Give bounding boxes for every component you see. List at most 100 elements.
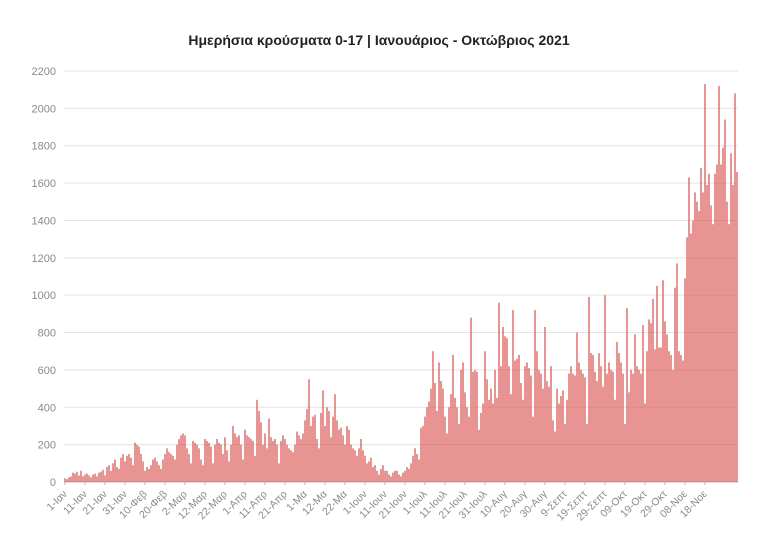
bar <box>254 455 256 482</box>
bar <box>538 369 540 482</box>
bar <box>146 467 148 482</box>
bar <box>592 354 594 482</box>
bar <box>326 407 328 482</box>
bar <box>314 414 316 482</box>
bar <box>196 444 198 482</box>
bar <box>292 452 294 482</box>
bar <box>476 371 478 482</box>
bar <box>114 459 116 482</box>
bar <box>674 287 676 482</box>
bar <box>328 411 330 482</box>
bar <box>138 446 140 482</box>
bar <box>708 173 710 482</box>
bar <box>484 351 486 482</box>
bar <box>482 403 484 482</box>
bar <box>226 450 228 482</box>
bar <box>282 435 284 482</box>
bar <box>420 427 422 482</box>
bar <box>312 416 314 482</box>
bar <box>614 399 616 482</box>
bar <box>66 479 68 482</box>
bar <box>634 334 636 482</box>
bar <box>512 310 514 482</box>
bar <box>696 201 698 482</box>
bar <box>600 366 602 482</box>
bar <box>468 416 470 482</box>
bar <box>74 473 76 482</box>
bar <box>150 465 152 482</box>
bar <box>286 444 288 482</box>
bar <box>418 459 420 482</box>
bar <box>726 201 728 482</box>
bar <box>324 425 326 482</box>
bar <box>442 388 444 482</box>
bar <box>430 388 432 482</box>
bar <box>154 457 156 482</box>
bar <box>548 386 550 482</box>
bar <box>574 375 576 482</box>
y-tick-label: 1400 <box>32 215 56 227</box>
bar <box>596 381 598 482</box>
bar <box>332 416 334 482</box>
bar <box>388 474 390 482</box>
bar <box>642 325 644 482</box>
bar <box>466 407 468 482</box>
bar <box>192 440 194 482</box>
bar <box>544 326 546 482</box>
bar <box>610 369 612 482</box>
bar <box>72 472 74 482</box>
bar <box>514 360 516 482</box>
bar <box>188 453 190 482</box>
bar <box>488 399 490 482</box>
bar <box>710 205 712 482</box>
bar <box>618 353 620 482</box>
bar <box>398 474 400 482</box>
bar <box>344 444 346 482</box>
bar <box>562 390 564 482</box>
bar <box>362 450 364 482</box>
bar <box>202 465 204 482</box>
bar <box>456 407 458 482</box>
bar <box>236 437 238 482</box>
bar <box>498 302 500 482</box>
bar <box>222 453 224 482</box>
bar <box>446 433 448 482</box>
bar <box>606 373 608 482</box>
bar <box>230 444 232 482</box>
bar <box>534 310 536 482</box>
chart-title: Ημερήσια κρούσματα 0-17 | Ιανουάριος - Ο… <box>188 32 570 48</box>
bar <box>228 461 230 482</box>
bar <box>502 326 504 482</box>
bar <box>448 407 450 482</box>
bar <box>198 448 200 482</box>
bar <box>590 353 592 482</box>
bar <box>336 420 338 482</box>
bar <box>90 477 92 482</box>
bar <box>622 373 624 482</box>
bar <box>124 461 126 482</box>
bar <box>666 334 668 482</box>
bar <box>394 470 396 482</box>
bar <box>342 435 344 482</box>
bar <box>552 420 554 482</box>
bar <box>384 470 386 482</box>
bar <box>684 278 686 482</box>
bar <box>704 84 706 482</box>
bar <box>472 371 474 482</box>
bar <box>270 437 272 482</box>
bar <box>458 424 460 482</box>
bar <box>570 366 572 482</box>
bar <box>628 392 630 482</box>
y-tick-label: 1200 <box>32 253 56 265</box>
y-tick-label: 800 <box>38 328 56 340</box>
bar <box>576 332 578 482</box>
bar <box>638 369 640 482</box>
bar <box>164 453 166 482</box>
bar <box>510 394 512 482</box>
y-tick-label: 1000 <box>32 290 56 302</box>
bar <box>266 448 268 482</box>
bar <box>116 467 118 482</box>
bar <box>322 390 324 482</box>
bar <box>636 366 638 482</box>
bar <box>410 463 412 482</box>
